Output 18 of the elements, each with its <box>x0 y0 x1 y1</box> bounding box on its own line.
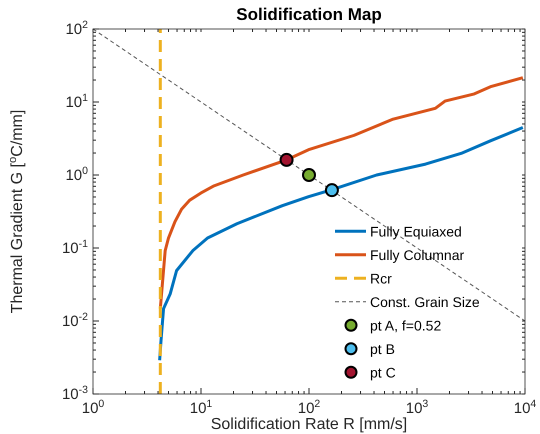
legend-label: Fully Equiaxed <box>370 223 462 240</box>
x-tick-label: 10$^{3}$ <box>406 398 428 417</box>
y-tick-label: 10$^{2}$ <box>65 19 88 38</box>
legend-label: pt A, f=0.52 <box>370 317 442 334</box>
legend-label: pt C <box>370 364 396 380</box>
legend-label: Const. Grain Size <box>370 294 480 310</box>
y-tick-label: 10$^{-2}$ <box>62 311 88 330</box>
legend-label: Fully Columnar <box>370 246 464 263</box>
legend-label: pt B <box>370 340 395 357</box>
legend-label: Rcr <box>370 270 392 286</box>
x-axis-title: Solidification Rate R [mm/s] <box>210 416 408 433</box>
x-tick-label: 10$^{1}$ <box>190 398 212 417</box>
x-tick-label: 10$^{2}$ <box>298 398 320 417</box>
chart-title: Solidification Map <box>236 5 382 24</box>
y-tick-label: 10$^{0}$ <box>65 165 88 184</box>
y-tick-label: 10$^{1}$ <box>65 92 88 111</box>
x-tick-label: 10$^{4}$ <box>514 398 536 417</box>
y-tick-label: 10$^{-1}$ <box>62 238 88 257</box>
